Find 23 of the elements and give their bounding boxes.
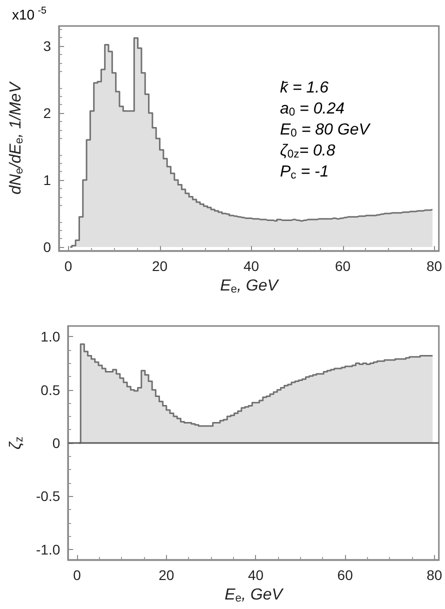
y-tick-label: 0.5: [40, 382, 60, 398]
y-tick-label: 2: [43, 105, 52, 122]
y-tick-label: 3: [43, 38, 52, 54]
x-tick-label: 60: [334, 258, 351, 274]
y-axis-title: ζz: [8, 436, 26, 450]
y-axis-title: dNe/dEe, 1/MeV: [8, 81, 26, 195]
text: x10-5: [12, 6, 48, 22]
x-tick-label: 80: [426, 258, 442, 274]
y-tick-label: 0: [52, 435, 60, 451]
y-tick-label: -1.0: [36, 541, 60, 558]
annotation: k̄ = 1.6: [280, 80, 329, 96]
x-tick-label: 20: [152, 258, 168, 274]
y-tick-label: 1.0: [40, 328, 60, 345]
y-tick-label: 1: [43, 172, 52, 188]
x-tick-label: 40: [243, 258, 260, 274]
x-tick-label: 20: [158, 567, 174, 583]
x-tick-label: 0: [64, 258, 72, 274]
x-tick-label: 60: [337, 567, 354, 583]
y-tick-label: -0.5: [36, 488, 60, 504]
x-tick-label: 0: [73, 567, 82, 583]
x-tick-label: 40: [248, 567, 264, 583]
x-tick-label: 80: [426, 567, 442, 583]
y-tick-label: 0: [43, 238, 52, 255]
